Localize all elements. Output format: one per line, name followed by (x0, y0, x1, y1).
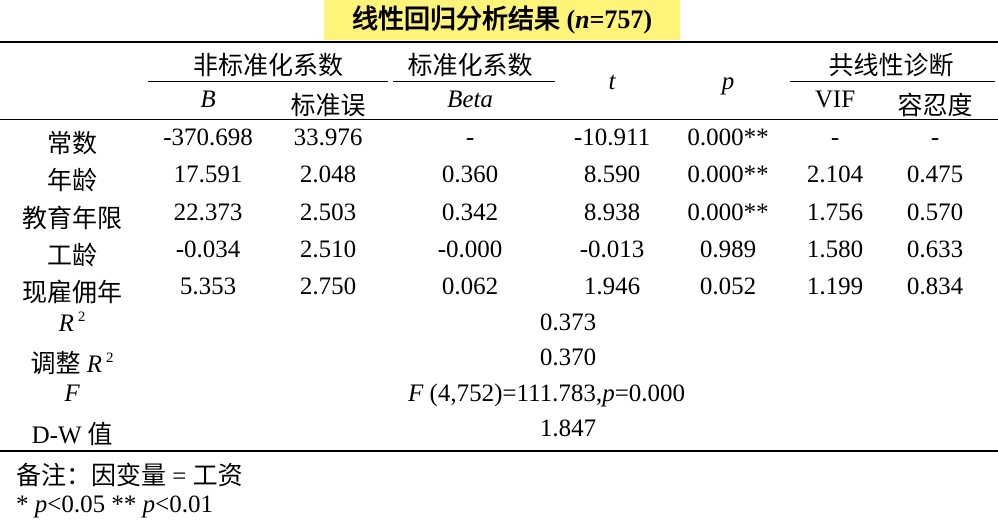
value-text: 0.373 (539, 309, 597, 336)
column-header: B (200, 86, 216, 113)
cell: 0.633 (906, 236, 964, 263)
cell: 0.342 (441, 199, 499, 226)
group-rule (148, 81, 388, 82)
cell: 2.503 (299, 199, 357, 226)
summary-value: 0.370 (468, 344, 668, 372)
cell: 0.000** (687, 124, 769, 151)
value-text: p (602, 380, 615, 407)
title-text: 线性回归分析结果 ( (351, 5, 576, 34)
top-rule (0, 41, 998, 43)
note-text: 备注：因变量 = 工资 (16, 463, 243, 490)
group-header: 非标准化系数 (192, 53, 343, 80)
note-text: p (142, 491, 156, 518)
value-text: 1.847 (539, 415, 597, 442)
table-title: 线性回归分析结果 (n=757) (324, 0, 680, 40)
group-header: p (721, 68, 735, 95)
value-text: (4,752)=111.783, (423, 380, 603, 407)
group-header: 共线性诊断 (828, 53, 954, 80)
cell: - (465, 124, 475, 151)
label-text: R (58, 310, 74, 337)
cell: 8.938 (583, 199, 641, 226)
note-text: p (34, 491, 48, 518)
cell: -0.000 (437, 236, 503, 263)
summary-value: F (4,752)=111.783,p=0.000 (408, 380, 685, 408)
cell: -0.034 (175, 236, 241, 263)
summary-label: F (0, 380, 172, 408)
group-header: 标准化系数 (407, 53, 533, 80)
group-rule (393, 81, 555, 82)
column-header: 标准误 (290, 93, 366, 120)
cell: 2.104 (806, 161, 864, 188)
note-text: <0.01 (155, 491, 213, 518)
group-header: t (608, 68, 616, 95)
value-text: 0.370 (539, 344, 597, 371)
label-text: 调整 (30, 351, 81, 378)
row-label: 常数 (46, 131, 97, 158)
cell: 0.475 (906, 161, 964, 188)
cell: 0.834 (906, 273, 964, 300)
summary-label: D-W 值 (0, 415, 172, 451)
cell: 1.756 (806, 199, 864, 226)
column-header: Beta (447, 86, 493, 113)
row-label: 年龄 (46, 168, 97, 195)
cell: 5.353 (179, 273, 237, 300)
note-text: * (16, 491, 35, 518)
cell: 0.052 (699, 273, 757, 300)
cell: 0.570 (906, 199, 964, 226)
cell: - (830, 124, 840, 151)
cell: 33.976 (293, 124, 363, 151)
title-n: n (575, 5, 590, 34)
cell: 17.591 (173, 161, 243, 188)
label-text: R (86, 351, 103, 378)
column-header: VIF (814, 86, 856, 113)
cell: 1.580 (806, 236, 864, 263)
group-rule (790, 81, 995, 82)
cell: -10.911 (573, 124, 651, 151)
value-text: F (408, 380, 424, 407)
cell: -370.698 (163, 124, 253, 151)
cell: 22.373 (173, 199, 243, 226)
cell: 2.750 (299, 273, 357, 300)
superscript: 2 (106, 350, 114, 366)
cell: 0.000** (687, 199, 769, 226)
cell: 0.062 (441, 273, 499, 300)
title-text: =757) (589, 5, 653, 34)
row-label: 现雇佣年 (21, 280, 122, 307)
cell: 0.360 (441, 161, 499, 188)
column-header: 容忍度 (897, 93, 973, 120)
row-label: 工龄 (46, 243, 97, 270)
summary-value: 1.847 (468, 415, 668, 443)
superscript: 2 (77, 309, 86, 325)
bottom-rule (0, 450, 998, 452)
note-text: <0.05 ** (47, 491, 143, 518)
note: 备注：因变量 = 工资 (16, 456, 243, 492)
header-rule (0, 119, 998, 120)
value-text: =0.000 (614, 380, 686, 407)
note: * p<0.05 ** p<0.01 (16, 491, 213, 519)
cell: -0.013 (579, 236, 645, 263)
row-label: 教育年限 (21, 206, 122, 233)
cell: 1.946 (583, 273, 641, 300)
cell: 0.000** (687, 161, 769, 188)
label-text: F (64, 380, 80, 407)
cell: 2.048 (299, 161, 357, 188)
label-text: D-W 值 (31, 422, 113, 449)
summary-value: 0.373 (468, 309, 668, 337)
cell: 8.590 (583, 161, 641, 188)
cell: 2.510 (299, 236, 357, 263)
cell: - (930, 124, 940, 151)
cell: 1.199 (806, 273, 864, 300)
cell: 0.989 (699, 236, 757, 263)
